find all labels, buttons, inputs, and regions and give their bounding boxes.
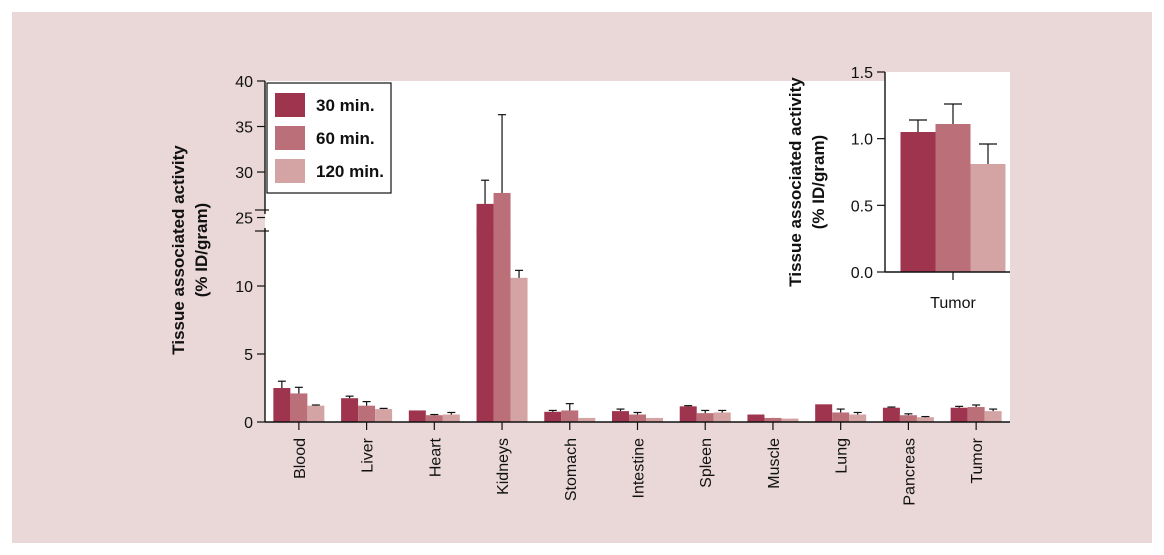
legend-swatch: [275, 93, 305, 117]
bar: [442, 414, 460, 422]
bar: [815, 404, 833, 422]
y-tick-label: 0: [244, 415, 253, 432]
bar: [493, 227, 511, 422]
x-tick-label: Blood: [292, 438, 309, 479]
bar: [561, 410, 579, 422]
y-tick-label: 10: [235, 279, 253, 296]
y-tick-label: 25: [235, 211, 253, 228]
bar: [375, 409, 393, 422]
bar: [307, 405, 325, 422]
bar: [713, 412, 731, 422]
bar: [290, 393, 308, 422]
main-chart: 25 30 35 40 0 5 10 Blood Liver Heart Kidneys Stomac…: [169, 74, 1010, 506]
bar: [679, 406, 697, 422]
x-tick-label: Tumor: [969, 437, 986, 483]
bar: [358, 405, 376, 422]
bar: [747, 414, 765, 422]
bar: [578, 417, 596, 422]
x-tick-label: Heart: [427, 437, 444, 477]
x-tick-label: Intestine: [631, 438, 648, 499]
bar: [781, 418, 799, 422]
bar: [967, 407, 985, 422]
inset-y-tick-label: 1.5: [851, 65, 873, 82]
bar: [935, 124, 971, 272]
inset-y-tick-label: 0.5: [851, 198, 873, 215]
bar: [646, 417, 663, 422]
legend-label: 30 min.: [316, 96, 375, 115]
inset-y-tick-label: 0.0: [851, 265, 873, 282]
bar: [899, 415, 917, 422]
y-axis-label: Tissue associated activity: [169, 145, 188, 355]
bar: [425, 415, 443, 422]
x-tick-label: Spleen: [698, 438, 715, 488]
bar: [900, 132, 936, 272]
bar: [273, 388, 291, 422]
bar: [970, 164, 1006, 272]
inset-x-tick-label: Tumor: [930, 295, 976, 312]
bar: [612, 411, 629, 422]
bar: [408, 410, 426, 422]
legend-swatch: [275, 159, 305, 183]
bar: [849, 414, 867, 422]
x-tick-label: Pancreas: [901, 438, 918, 506]
bar: [832, 412, 850, 422]
x-tick-label: Liver: [360, 437, 377, 472]
bar: [984, 411, 1002, 422]
bar: [476, 227, 494, 422]
legend-label: 60 min.: [316, 129, 375, 148]
bar: [341, 398, 359, 422]
y-tick-label: 5: [244, 347, 253, 364]
x-tick-label: Muscle: [766, 438, 783, 489]
x-tick-label: Kidneys: [495, 438, 512, 495]
bar: [764, 417, 782, 422]
y-axis-label: (% ID/gram): [192, 203, 211, 297]
bar: [493, 192, 511, 238]
legend-swatch: [275, 126, 305, 150]
y-tick-label: 30: [235, 165, 253, 182]
inset-y-tick-label: 1.0: [851, 132, 873, 149]
bar: [916, 417, 934, 422]
bar: [629, 414, 646, 422]
inset-chart: 0.0 0.5 1.0 1.5 Tumor Tissue associated activ…: [786, 65, 1010, 312]
bar: [950, 407, 968, 422]
bar: [696, 413, 714, 422]
bar: [510, 277, 528, 422]
bar: [882, 407, 900, 422]
bar: [476, 203, 494, 238]
x-tick-label: Stomach: [563, 438, 580, 501]
bar: [544, 411, 562, 422]
legend-label: 120 min.: [316, 162, 384, 181]
y-tick-label: 35: [235, 120, 253, 137]
inset-y-axis-label: (% ID/gram): [809, 135, 828, 229]
x-tick-label: Lung: [834, 438, 851, 474]
legend: 30 min. 60 min. 120 min.: [266, 82, 392, 194]
inset-y-axis-label: Tissue associated activity: [786, 77, 805, 287]
y-tick-label: 40: [235, 74, 253, 91]
